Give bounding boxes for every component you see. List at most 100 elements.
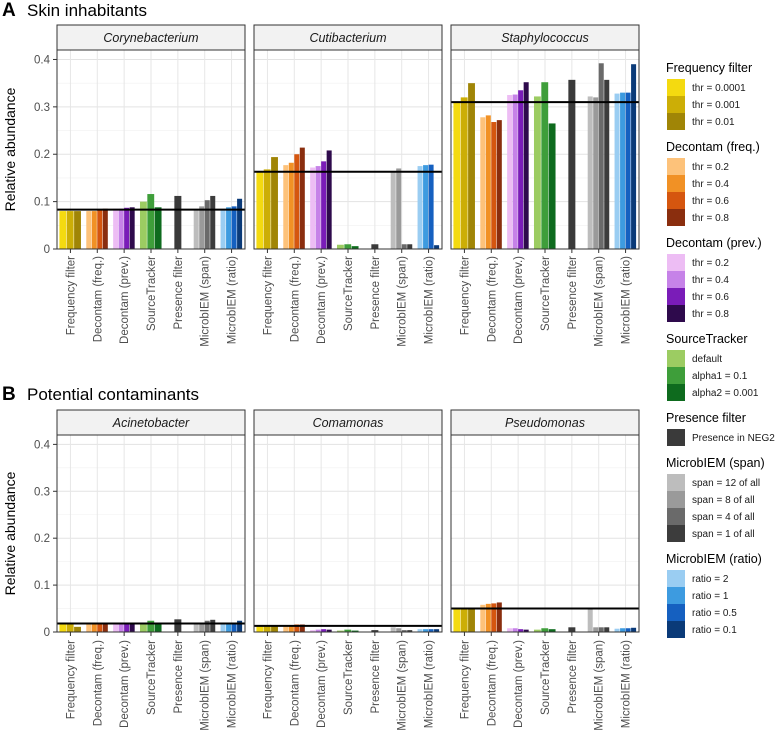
bar-sourcetracker-1 bbox=[336, 244, 344, 249]
y-tick-label: 0.2 bbox=[34, 149, 50, 161]
legend-label: thr = 0.4 bbox=[692, 275, 729, 286]
bar-microbiem-span-1 bbox=[390, 171, 396, 249]
facet-cutibacterium: Cutibacterium Frequency filter Decontam (f… bbox=[253, 24, 443, 347]
bar-microbiem-ratio-4 bbox=[631, 64, 637, 249]
bar-decontam-freq-4 bbox=[496, 602, 502, 632]
bar-decontam-freq-2 bbox=[288, 625, 294, 632]
bar-microbiem-span-4 bbox=[407, 630, 413, 632]
bar-presence-filter-1 bbox=[568, 627, 576, 632]
bar-decontam-freq-4 bbox=[102, 622, 108, 632]
facet-staphylococcus: Staphylococcus Frequency filter Decontam (… bbox=[450, 24, 640, 347]
legend-label: thr = 0.0001 bbox=[692, 83, 746, 94]
bar-frequency-filter-1 bbox=[59, 623, 67, 632]
legend-key bbox=[667, 604, 685, 621]
x-tick-label: Decontam (prev.) bbox=[119, 256, 131, 344]
legend-label: thr = 0.4 bbox=[692, 179, 729, 190]
bar-decontam-prev-4 bbox=[326, 150, 332, 249]
bar-frequency-filter-2 bbox=[460, 608, 468, 632]
bar-microbiem-ratio-2 bbox=[423, 165, 429, 249]
legend-label: ratio = 0.5 bbox=[692, 608, 737, 619]
bar-sourcetracker-3 bbox=[351, 246, 359, 249]
bar-frequency-filter-2 bbox=[263, 169, 271, 249]
bar-microbiem-span-3 bbox=[204, 200, 210, 249]
bar-decontam-freq-2 bbox=[288, 162, 294, 249]
legend-key bbox=[667, 350, 685, 367]
bar-sourcetracker-1 bbox=[533, 96, 541, 249]
x-tick-label: Presence filter bbox=[173, 640, 185, 714]
x-tick-label: MicrobIEM (span) bbox=[200, 256, 212, 347]
bar-sourcetracker-2 bbox=[147, 194, 155, 249]
legend-title: Decontam (freq.) bbox=[666, 140, 760, 154]
bar-sourcetracker-1 bbox=[139, 201, 147, 249]
bar-microbiem-ratio-4 bbox=[434, 245, 440, 249]
bar-microbiem-ratio-3 bbox=[428, 629, 434, 632]
legend-label: Presence in NEG2 bbox=[692, 433, 775, 444]
legend-label: span = 1 of all bbox=[692, 529, 755, 540]
panel-a-letter: A bbox=[2, 0, 16, 21]
facet-strip-label: Cutibacterium bbox=[309, 31, 386, 45]
bar-presence-filter-1 bbox=[174, 619, 182, 632]
bar-microbiem-ratio-2 bbox=[620, 628, 626, 632]
x-tick-label: SourceTracker bbox=[540, 256, 552, 331]
facet-strip-label: Corynebacterium bbox=[103, 31, 198, 45]
bar-sourcetracker-2 bbox=[344, 244, 352, 249]
panel-b-letter: B bbox=[2, 384, 16, 405]
legend-group-sourcetracker: SourceTracker default alpha1 = 0.1 alpha2 =… bbox=[666, 332, 759, 401]
legend-label: span = 4 of all bbox=[692, 512, 755, 523]
x-tick-label: Presence filter bbox=[567, 256, 579, 330]
legend-group-presence-filter: Presence filter Presence in NEG2 bbox=[666, 411, 775, 446]
x-tick-label: Decontam (prev.) bbox=[513, 640, 525, 728]
x-tick-label: Frequency filter bbox=[459, 640, 471, 719]
bar-decontam-prev-3 bbox=[124, 207, 130, 249]
bar-decontam-prev-2 bbox=[118, 623, 124, 632]
bar-decontam-freq-1 bbox=[86, 211, 92, 249]
legend-label: ratio = 2 bbox=[692, 574, 729, 585]
legend-label: thr = 0.6 bbox=[692, 292, 729, 303]
legend-key bbox=[667, 587, 685, 604]
bar-microbiem-span-4 bbox=[407, 244, 413, 249]
legend-key bbox=[667, 474, 685, 491]
x-tick-label: MicrobIEM (ratio) bbox=[227, 640, 239, 728]
legend-group-microbiem-span: MicrobIEM (span) span = 12 of all span = 8… bbox=[666, 456, 765, 542]
x-tick-label: Decontam (freq.) bbox=[486, 640, 498, 726]
bar-decontam-prev-4 bbox=[523, 629, 529, 632]
bar-sourcetracker-2 bbox=[147, 620, 155, 632]
bar-microbiem-ratio-3 bbox=[625, 628, 631, 632]
x-tick-label: Decontam (freq.) bbox=[289, 256, 301, 342]
x-tick-label: Decontam (freq.) bbox=[289, 640, 301, 726]
facet-strip bbox=[56, 409, 246, 436]
bar-decontam-prev-2 bbox=[315, 166, 321, 249]
x-tick-label: MicrobIEM (ratio) bbox=[621, 640, 633, 728]
facet-strip-label: Acinetobacter bbox=[112, 416, 190, 430]
bar-frequency-filter-1 bbox=[453, 608, 461, 632]
bar-frequency-filter-1 bbox=[59, 211, 67, 249]
x-tick-label: MicrobIEM (ratio) bbox=[424, 256, 436, 344]
bar-decontam-prev-3 bbox=[518, 90, 524, 250]
bar-decontam-freq-1 bbox=[86, 624, 92, 632]
legend-group-decontam-prev: Decontam (prev.) thr = 0.2 thr = 0.4 thr = … bbox=[666, 236, 762, 322]
bar-decontam-prev-1 bbox=[507, 95, 513, 249]
bar-sourcetracker-3 bbox=[548, 629, 556, 632]
legend-label: span = 8 of all bbox=[692, 495, 755, 506]
bar-microbiem-ratio-1 bbox=[614, 628, 620, 632]
legend-label: thr = 0.6 bbox=[692, 196, 729, 207]
x-tick-label: MicrobIEM (ratio) bbox=[424, 640, 436, 728]
bar-frequency-filter-3 bbox=[271, 626, 278, 632]
bar-decontam-freq-4 bbox=[299, 147, 305, 249]
y-tick-label: 0.3 bbox=[34, 486, 50, 498]
chart-panel-b: Relative abundance 0 0.1 0.2 0.3 0.4 Acinetoba… bbox=[2, 409, 640, 731]
x-tick-label: MicrobIEM (span) bbox=[594, 256, 606, 347]
bar-decontam-prev-2 bbox=[315, 629, 321, 632]
bar-frequency-filter-1 bbox=[256, 171, 264, 249]
chart-panel-a: Relative abundance 0 0.1 0.2 0.3 0.4 Corynebac… bbox=[2, 24, 640, 347]
bar-microbiem-ratio-1 bbox=[220, 623, 226, 632]
x-tick-label: MicrobIEM (ratio) bbox=[227, 256, 239, 344]
legend-group-decontam-freq: Decontam (freq.) thr = 0.2 thr = 0.4 thr = … bbox=[666, 140, 760, 226]
legend-key bbox=[667, 508, 685, 525]
bar-decontam-freq-3 bbox=[294, 624, 300, 632]
bar-decontam-freq-2 bbox=[91, 211, 97, 249]
legend-title: SourceTracker bbox=[666, 332, 748, 346]
bar-decontam-freq-2 bbox=[485, 115, 491, 249]
x-tick-label: MicrobIEM (span) bbox=[397, 640, 409, 731]
